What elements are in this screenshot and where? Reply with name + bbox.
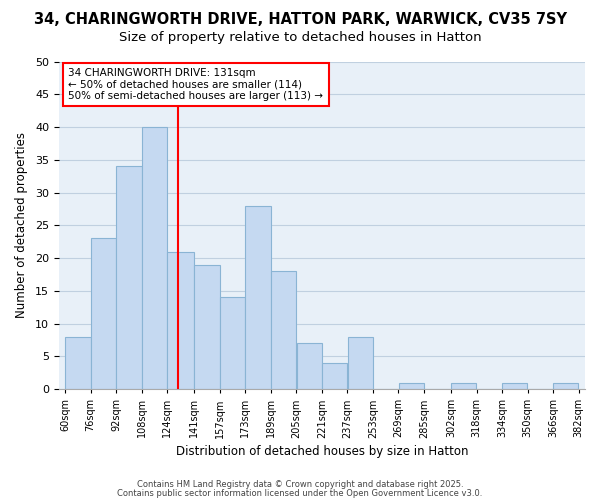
Text: 34 CHARINGWORTH DRIVE: 131sqm
← 50% of detached houses are smaller (114)
50% of : 34 CHARINGWORTH DRIVE: 131sqm ← 50% of d… [68,68,323,102]
Bar [194,264,220,389]
Bar [65,336,91,389]
Bar [271,271,296,389]
Bar [502,382,527,389]
Bar [245,206,271,389]
Text: 34, CHARINGWORTH DRIVE, HATTON PARK, WARWICK, CV35 7SY: 34, CHARINGWORTH DRIVE, HATTON PARK, WAR… [34,12,566,28]
Bar [220,298,245,389]
Bar [91,238,116,389]
Bar [347,336,373,389]
Bar [398,382,424,389]
Bar [553,382,578,389]
Bar [322,363,347,389]
Bar [451,382,476,389]
Y-axis label: Number of detached properties: Number of detached properties [15,132,28,318]
Text: Size of property relative to detached houses in Hatton: Size of property relative to detached ho… [119,31,481,44]
Bar [296,344,322,389]
Text: Contains HM Land Registry data © Crown copyright and database right 2025.: Contains HM Land Registry data © Crown c… [137,480,463,489]
X-axis label: Distribution of detached houses by size in Hatton: Distribution of detached houses by size … [176,444,468,458]
Bar [167,252,194,389]
Bar [116,166,142,389]
Text: Contains public sector information licensed under the Open Government Licence v3: Contains public sector information licen… [118,488,482,498]
Bar [142,127,167,389]
